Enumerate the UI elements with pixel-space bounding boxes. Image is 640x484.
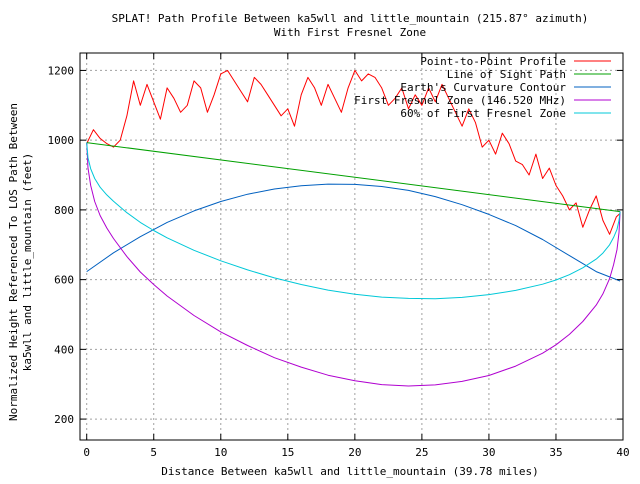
legend-label: 60% of First Fresnel Zone — [400, 107, 566, 120]
series-line-1 — [86, 142, 621, 213]
y-tick-label: 800 — [54, 204, 74, 217]
legend-label: Point-to-Point Profile — [420, 55, 566, 68]
y-tick-label: 200 — [54, 413, 74, 426]
y-tick-label: 1000 — [48, 134, 75, 147]
y-axis-title-line1: Normalized Height Referenced To LOS Path… — [7, 103, 20, 421]
series-line-4 — [86, 142, 621, 300]
y-tick-label: 1200 — [48, 64, 75, 77]
x-tick-label: 10 — [214, 446, 227, 459]
x-tick-label: 0 — [83, 446, 90, 459]
series-line-3 — [86, 142, 621, 387]
x-tick-label: 20 — [348, 446, 361, 459]
chart-subtitle: With First Fresnel Zone — [274, 26, 426, 39]
series-line-2 — [86, 183, 621, 282]
series-layer — [86, 69, 621, 387]
chart-title: SPLAT! Path Profile Between ka5wll and l… — [112, 12, 589, 25]
x-tick-label: 40 — [616, 446, 629, 459]
x-axis-title: Distance Between ka5wll and little_mount… — [161, 465, 539, 478]
x-tick-label: 5 — [150, 446, 157, 459]
x-tick-label: 15 — [281, 446, 294, 459]
y-tick-label: 400 — [54, 343, 74, 356]
legend-label: Earth's Curvature Contour — [400, 81, 566, 94]
x-tick-label: 35 — [549, 446, 562, 459]
plot-frame — [79, 52, 624, 441]
y-tick-label: 600 — [54, 274, 74, 287]
tick-layer: 0 5 10 15 20 25 30 35 40 200 400 600 800 1000 1200 — [48, 53, 630, 459]
x-tick-label: 30 — [482, 446, 495, 459]
y-axis-title-line2: ka5wll and little_mountain (feet) — [21, 153, 34, 372]
legend-label: Line of Sight Path — [447, 68, 566, 81]
series-line-0 — [86, 69, 621, 235]
grid — [80, 53, 624, 440]
x-tick-label: 25 — [415, 446, 428, 459]
legend-label: First Fresnel Zone (146.520 MHz) — [354, 94, 566, 107]
